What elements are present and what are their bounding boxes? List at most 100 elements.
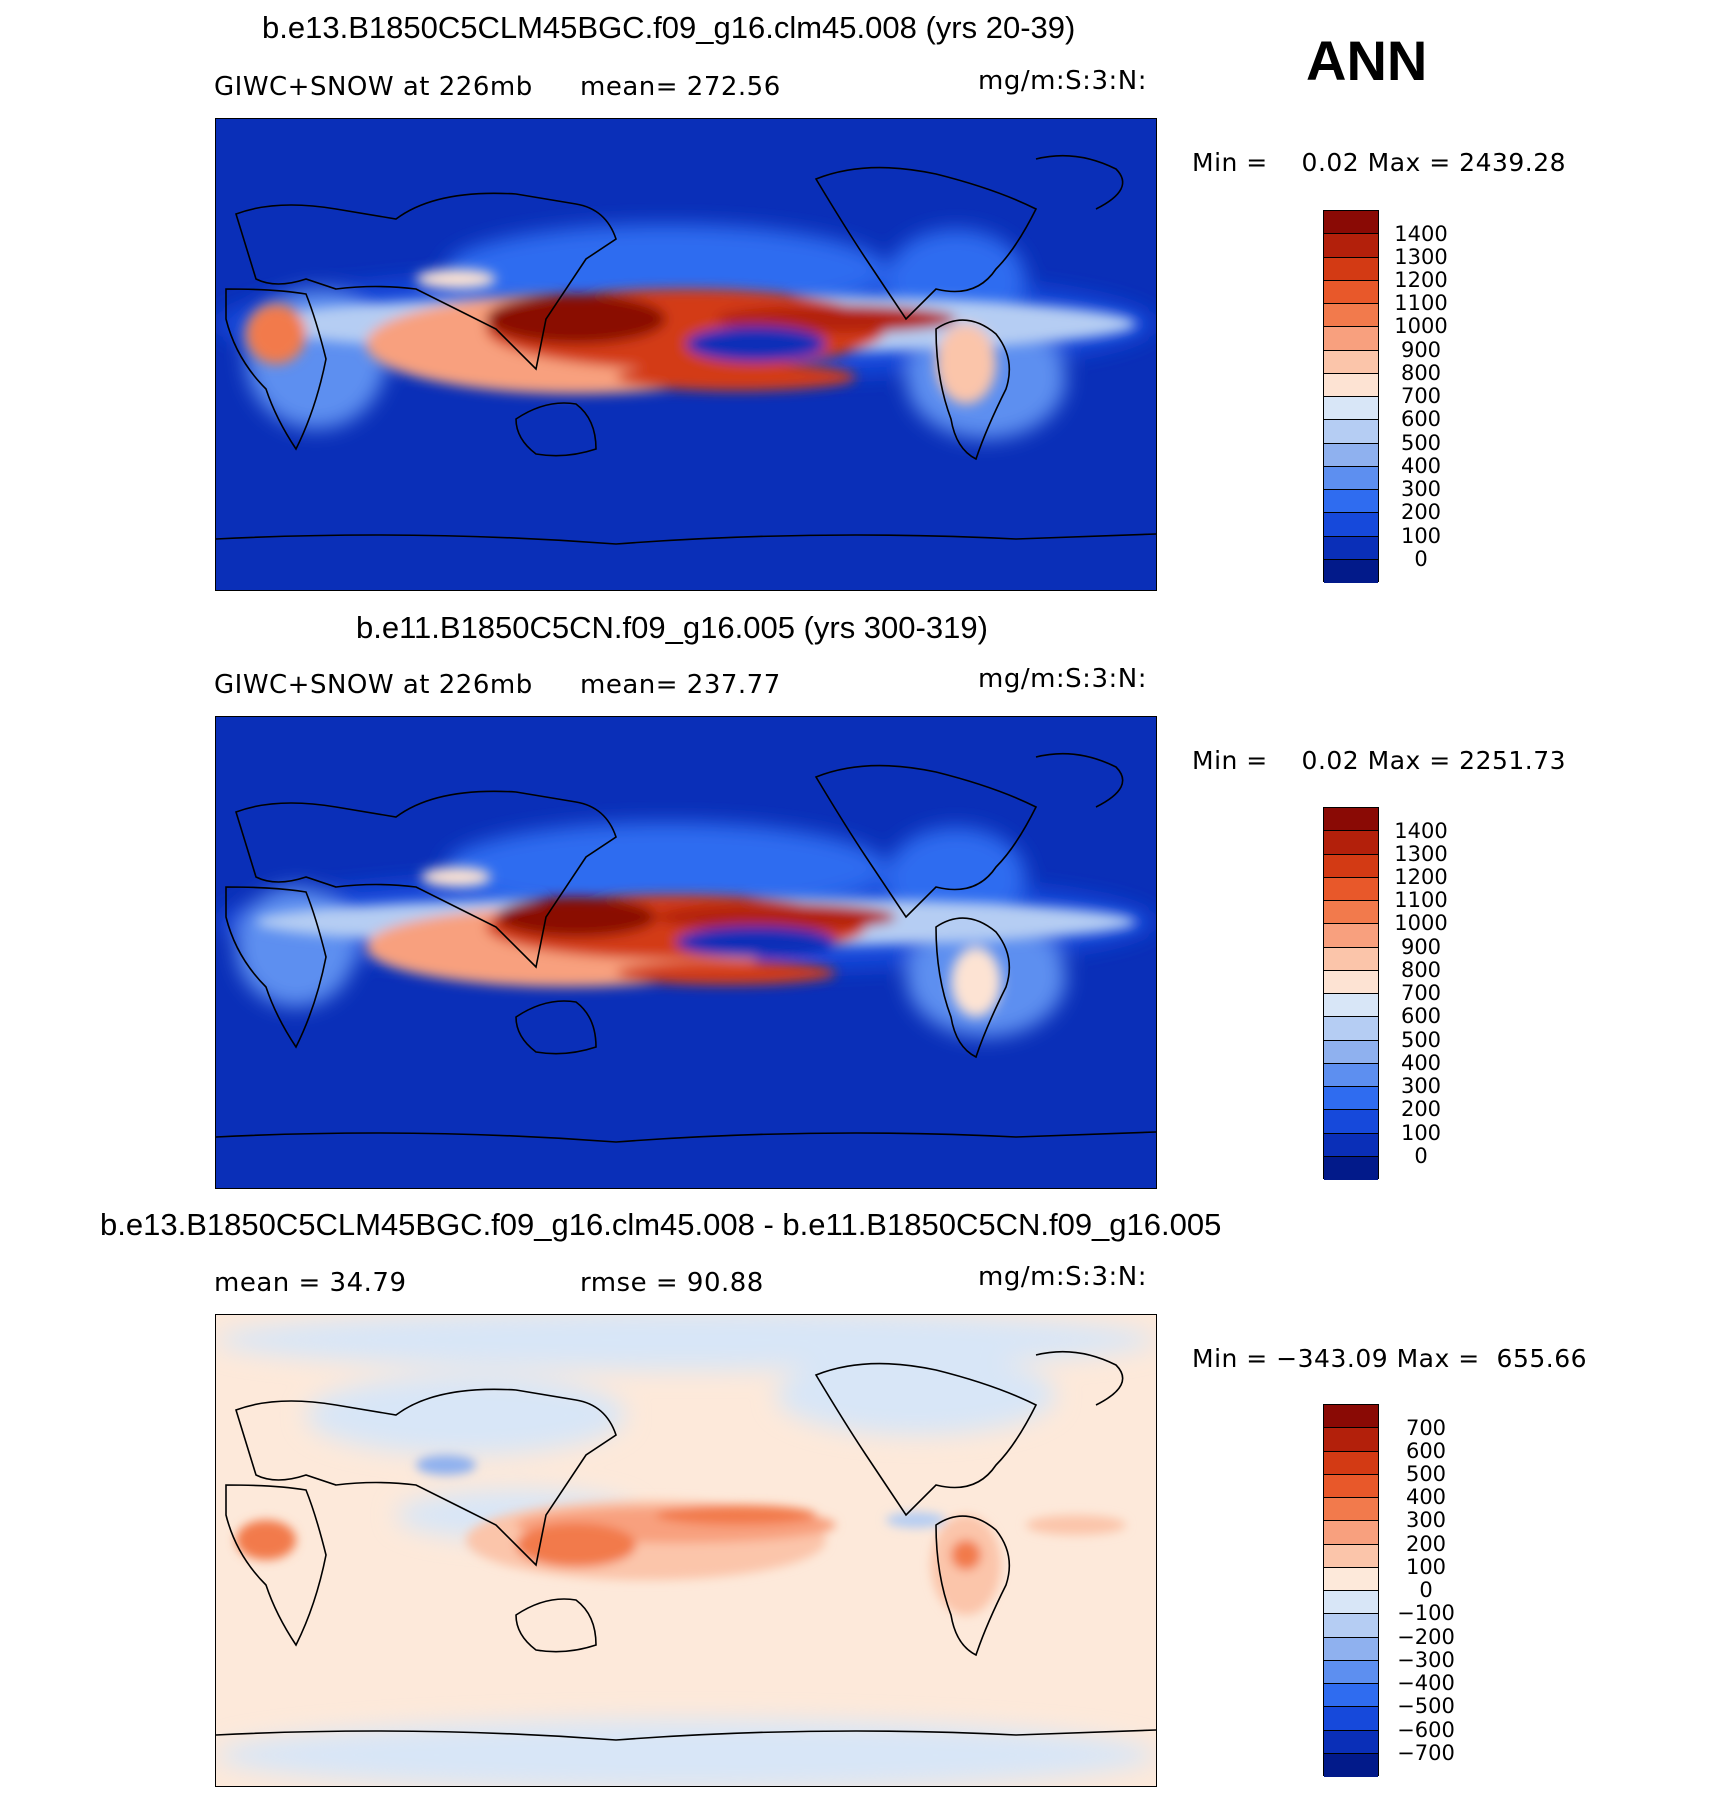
colorbar-swatch: [1324, 443, 1378, 467]
colorbar: [1323, 807, 1379, 1180]
colorbar-swatch: [1324, 1614, 1378, 1638]
colorbar-swatch: [1324, 1451, 1378, 1475]
colorbar-swatch: [1324, 947, 1378, 971]
colorbar-tick-label: 100: [1405, 1555, 1447, 1579]
colorbar-swatch: [1324, 901, 1378, 925]
colorbar-swatch: [1324, 513, 1378, 537]
colorbar-swatch: [1324, 350, 1378, 374]
panel-title: b.e11.B1850C5CN.f09_g16.005 (yrs 300-319…: [356, 610, 988, 645]
units-label: mg/m:S:3:N:: [978, 1262, 1147, 1292]
variable-label: GIWC+SNOW at 226mb: [214, 72, 533, 102]
colorbar-tick-label: −500: [1397, 1694, 1455, 1718]
colorbar-swatch: [1324, 490, 1378, 514]
colorbar-tick-label: −300: [1397, 1648, 1455, 1672]
colorbar-swatch: [1324, 1753, 1378, 1777]
colorbar-tick-label: 300: [1400, 1074, 1442, 1098]
colorbar-tick-label: 1000: [1394, 911, 1448, 935]
colorbar-swatch: [1324, 1591, 1378, 1615]
season-label: ANN: [1306, 29, 1428, 92]
colorbar-swatch: [1324, 970, 1378, 994]
colorbar-swatch: [1324, 1521, 1378, 1545]
map-field: [216, 717, 1156, 1188]
colorbar-tick-label: 0: [1419, 1578, 1433, 1602]
colorbar-swatch: [1324, 1133, 1378, 1157]
colorbar-tick-label: 800: [1400, 361, 1442, 385]
panel-title: b.e13.B1850C5CLM45BGC.f09_g16.clm45.008 …: [100, 1207, 1222, 1242]
colorbar-swatch: [1324, 854, 1378, 878]
colorbar-tick-label: 100: [1400, 1121, 1442, 1145]
colorbar-swatch: [1324, 373, 1378, 397]
variable-label: GIWC+SNOW at 226mb: [214, 670, 533, 700]
colorbar-swatch: [1324, 1040, 1378, 1064]
colorbar-tick-label: 1300: [1394, 245, 1448, 269]
colorbar-tick-label: 1100: [1394, 291, 1448, 315]
colorbar: [1323, 1404, 1379, 1777]
map-plot: [215, 118, 1157, 591]
colorbar-tick-label: 1100: [1394, 888, 1448, 912]
colorbar-tick-label: 300: [1400, 477, 1442, 501]
colorbar-tick-label: −700: [1397, 1741, 1455, 1765]
colorbar-swatch: [1324, 1544, 1378, 1568]
colorbar-tick-label: 400: [1405, 1485, 1447, 1509]
colorbar-tick-label: 900: [1400, 338, 1442, 362]
colorbar-tick-label: 1300: [1394, 842, 1448, 866]
colorbar-tick-label: −400: [1397, 1671, 1455, 1695]
colorbar-swatch: [1324, 280, 1378, 304]
colorbar-swatch: [1324, 536, 1378, 560]
colorbar-swatch: [1324, 1156, 1378, 1180]
mean-label: mean = 34.79: [214, 1268, 407, 1298]
colorbar-swatch: [1324, 1063, 1378, 1087]
colorbar-tick-label: 300: [1405, 1508, 1447, 1532]
min-max-label: Min = 0.02 Max = 2251.73: [1192, 746, 1567, 775]
colorbar-tick-label: 200: [1400, 1097, 1442, 1121]
colorbar-tick-label: 500: [1405, 1462, 1447, 1486]
colorbar-tick-label: 400: [1400, 1051, 1442, 1075]
map-field: [216, 1315, 1156, 1786]
colorbar-swatch: [1324, 257, 1378, 281]
colorbar-tick-label: 1400: [1394, 222, 1448, 246]
colorbar-swatch: [1324, 397, 1378, 421]
colorbar-tick-label: −200: [1397, 1625, 1455, 1649]
colorbar-swatch: [1324, 1707, 1378, 1731]
colorbar-tick-label: 1400: [1394, 819, 1448, 843]
colorbar-swatch: [1324, 1498, 1378, 1522]
colorbar-tick-label: 1200: [1394, 268, 1448, 292]
colorbar-swatch: [1324, 327, 1378, 351]
colorbar-tick-label: 500: [1400, 431, 1442, 455]
colorbar-tick-label: −100: [1397, 1601, 1455, 1625]
min-max-label: Min = −343.09 Max = 655.66: [1192, 1344, 1588, 1373]
colorbar-tick-label: 200: [1405, 1532, 1447, 1556]
panel-title: b.e13.B1850C5CLM45BGC.f09_g16.clm45.008 …: [262, 10, 1076, 45]
colorbar-tick-label: 0: [1414, 1144, 1428, 1168]
colorbar: [1323, 210, 1379, 583]
colorbar-swatch: [1324, 420, 1378, 444]
colorbar-tick-label: 1000: [1394, 314, 1448, 338]
colorbar-swatch: [1324, 877, 1378, 901]
colorbar-swatch: [1324, 211, 1378, 235]
colorbar-swatch: [1324, 1660, 1378, 1684]
colorbar-tick-label: 0: [1414, 547, 1428, 571]
colorbar-swatch: [1324, 1567, 1378, 1591]
colorbar-tick-label: 200: [1400, 500, 1442, 524]
colorbar-tick-label: 900: [1400, 935, 1442, 959]
colorbar-swatch: [1324, 1474, 1378, 1498]
colorbar-tick-label: 700: [1400, 384, 1442, 408]
colorbar-tick-label: 800: [1400, 958, 1442, 982]
colorbar-swatch: [1324, 1017, 1378, 1041]
map-field: [216, 119, 1156, 590]
colorbar-tick-label: 500: [1400, 1028, 1442, 1052]
colorbar-swatch: [1324, 808, 1378, 832]
min-max-label: Min = 0.02 Max = 2439.28: [1192, 148, 1567, 177]
units-label: mg/m:S:3:N:: [978, 66, 1147, 96]
colorbar-tick-label: −600: [1397, 1718, 1455, 1742]
colorbar-swatch: [1324, 831, 1378, 855]
colorbar-tick-label: 700: [1405, 1416, 1447, 1440]
colorbar-swatch: [1324, 1110, 1378, 1134]
colorbar-swatch: [1324, 1087, 1378, 1111]
colorbar-tick-label: 600: [1400, 407, 1442, 431]
map-plot: [215, 1314, 1157, 1787]
colorbar-swatch: [1324, 924, 1378, 948]
colorbar-swatch: [1324, 466, 1378, 490]
colorbar-tick-label: 100: [1400, 524, 1442, 548]
units-label: mg/m:S:3:N:: [978, 664, 1147, 694]
